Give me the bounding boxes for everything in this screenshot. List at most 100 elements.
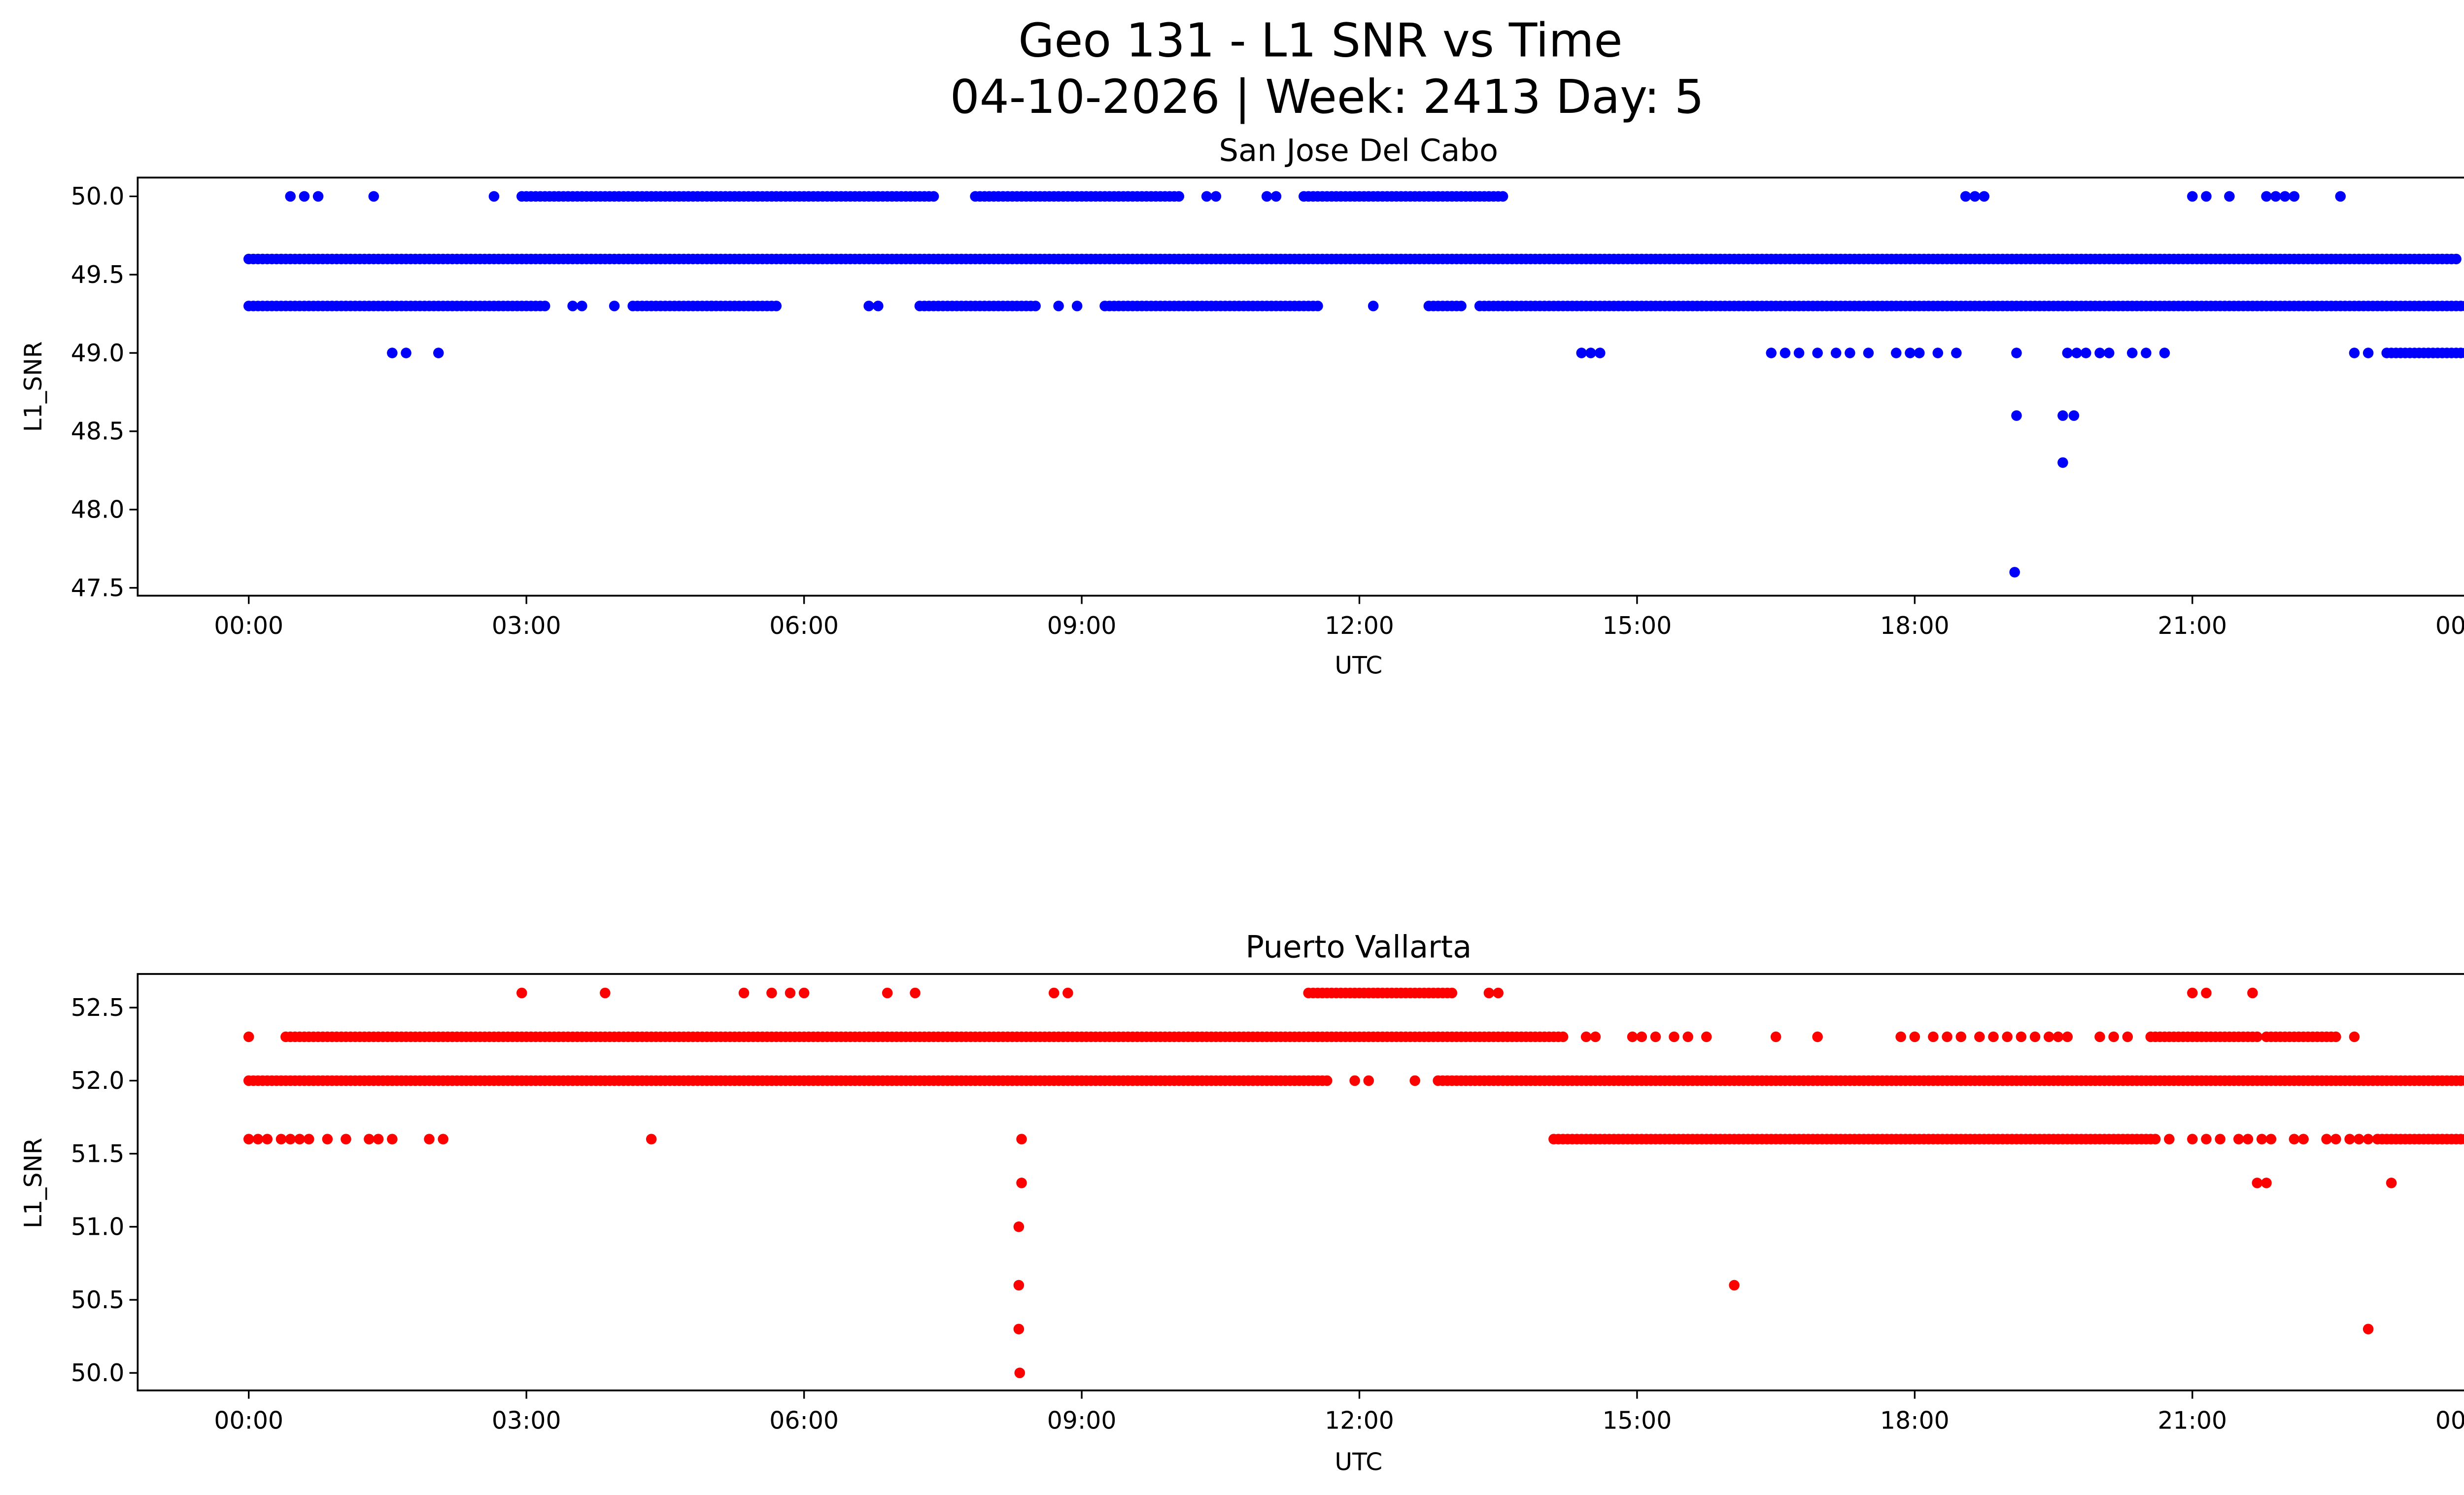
data-point [1048, 987, 1060, 999]
data-point [2029, 1031, 2041, 1043]
data-point [2330, 1031, 2341, 1043]
data-point [2279, 191, 2291, 202]
y-tick-label: 49.0 [71, 339, 125, 367]
data-point [1013, 1280, 1025, 1291]
data-point [2261, 191, 2272, 202]
data-point [262, 1134, 273, 1145]
data-point [2261, 1178, 2272, 1188]
x-tick-label: 09:00 [1047, 612, 1117, 640]
x-tick-label: 03:00 [492, 612, 561, 640]
data-point [1830, 348, 1842, 358]
data-point [539, 300, 550, 312]
data-point [863, 300, 874, 312]
y-tick-label: 52.5 [71, 994, 125, 1022]
data-point [1942, 1031, 1952, 1043]
y-tick-label: 51.0 [71, 1213, 125, 1241]
data-point [2043, 1031, 2054, 1043]
data-point [2150, 1134, 2161, 1145]
data-point [1955, 1031, 1967, 1043]
data-point [2011, 410, 2022, 421]
data-point [2242, 1134, 2254, 1145]
y-tick-label: 50.0 [71, 182, 125, 210]
data-point [243, 1134, 254, 1145]
data-point [424, 1134, 435, 1145]
y-tick-label: 48.0 [71, 496, 125, 524]
data-point [1013, 1221, 1025, 1232]
data-point [567, 300, 578, 312]
data-point [322, 1134, 333, 1145]
x-tick-label: 21:00 [2157, 1406, 2227, 1434]
data-point [2247, 987, 2258, 999]
data-point [243, 1031, 254, 1043]
data-point [285, 191, 296, 202]
data-point [373, 1134, 384, 1145]
data-point [1627, 1031, 1638, 1043]
data-point [1312, 300, 1323, 312]
data-point [2002, 1031, 2013, 1043]
data-point [1013, 1323, 1025, 1335]
data-point [1590, 1031, 1601, 1043]
x-tick-label: 06:00 [769, 1406, 839, 1434]
data-point [1682, 1031, 1693, 1043]
data-point [1669, 1031, 1679, 1043]
data-point [1368, 300, 1379, 312]
data-point [785, 987, 796, 999]
data-point [2122, 1031, 2133, 1043]
y-axis-label: L1_SNR [19, 341, 47, 432]
data-point [1905, 348, 1916, 358]
data-point [252, 1134, 264, 1145]
data-point [2201, 987, 2212, 999]
data-point [2215, 1134, 2225, 1145]
data-point [2201, 191, 2212, 202]
y-axis-label: L1_SNR [19, 1138, 47, 1228]
data-point [2009, 567, 2020, 578]
data-point [2094, 1031, 2105, 1043]
data-point [1909, 1031, 1920, 1043]
data-point [2071, 348, 2082, 358]
data-point [1770, 1031, 1781, 1043]
data-point [516, 987, 527, 999]
y-axis-ticks: 50.0 50.5 51.0 51.5 52.0 52.5 [71, 994, 138, 1387]
x-axis-label: UTC [1335, 652, 1382, 680]
data-point [294, 1134, 305, 1145]
x-tick-label: 15:00 [1603, 1406, 1672, 1434]
data-point [1210, 191, 1222, 202]
data-point [438, 1134, 448, 1145]
data-point [2335, 191, 2346, 202]
data-point [1409, 1075, 1420, 1086]
y-tick-label: 50.5 [71, 1286, 125, 1314]
data-point [433, 348, 444, 358]
subplot-puerto-vallarta: Puerto Vallarta 00:00 03:00 06:00 09:00 12:0… [19, 929, 2464, 1476]
x-tick-label: 00:00 [2435, 1406, 2464, 1434]
data-point [2016, 1031, 2027, 1043]
data-point [1261, 191, 1272, 202]
data-point [2252, 1031, 2263, 1043]
y-tick-label: 50.0 [71, 1359, 125, 1387]
data-point [882, 987, 893, 999]
data-point [2349, 348, 2360, 358]
data-point [2265, 1134, 2277, 1145]
data-point [1493, 987, 1504, 999]
data-point [1636, 1031, 1647, 1043]
data-point [1062, 987, 1073, 999]
data-point [2460, 1134, 2464, 1145]
data-point [910, 987, 921, 999]
data-point [2321, 1134, 2332, 1145]
data-point [766, 987, 777, 999]
data-point [304, 1134, 314, 1145]
data-point [1014, 1367, 1025, 1379]
data-point [1974, 1031, 1985, 1043]
data-point [1201, 191, 1212, 202]
data-point [1016, 1178, 1027, 1188]
x-tick-label: 12:00 [1325, 612, 1394, 640]
data-point [2362, 1134, 2374, 1145]
data-point [1321, 1075, 1333, 1086]
data-point [312, 191, 324, 202]
x-tick-label: 00:00 [214, 1406, 283, 1434]
x-tick-label: 06:00 [769, 612, 839, 640]
data-point [2108, 1031, 2119, 1043]
x-axis-ticks: 00:00 03:00 06:00 09:00 12:00 15:00 18:00 21:00… [214, 595, 2464, 640]
x-axis-label: UTC [1335, 1448, 1382, 1476]
data-point [2141, 348, 2152, 358]
